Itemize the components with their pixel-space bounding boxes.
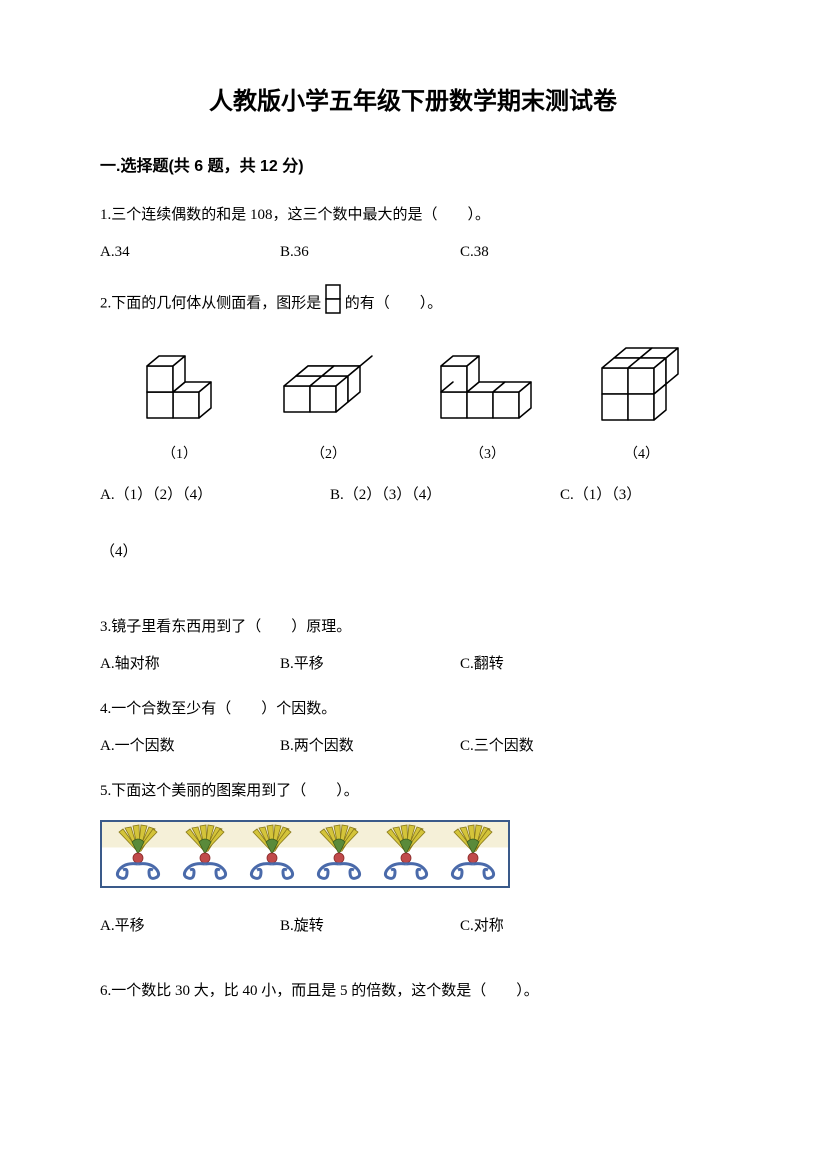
q2-text-post: 的有（ ）。 xyxy=(345,295,443,311)
q3-options: A.轴对称 B.平移 C.翻转 xyxy=(100,651,726,678)
q2-text-pre: 2.下面的几何体从侧面看，图形是 xyxy=(100,295,321,311)
q2-opt-c-cont: （4） xyxy=(100,539,726,566)
q2-text: 2.下面的几何体从侧面看，图形是 的有（ ）。 xyxy=(100,284,726,324)
q1-opt-a: A.34 xyxy=(100,239,280,266)
cube-figure-2: （2） xyxy=(274,344,384,467)
q5-opt-c: C.对称 xyxy=(460,913,640,940)
section-header: 一.选择题(共 6 题，共 12 分) xyxy=(100,153,726,182)
decorative-pattern xyxy=(100,820,510,888)
cubes-row: （1） xyxy=(100,344,726,467)
q2-opt-c: C.（1）（3） xyxy=(560,482,700,509)
q1-opt-c: C.38 xyxy=(460,239,640,266)
q3-text: 3.镜子里看东西用到了（ ）原理。 xyxy=(100,614,726,641)
question-5: 5.下面这个美丽的图案用到了（ ）。 xyxy=(100,778,726,940)
question-6: 6.一个数比 30 大，比 40 小，而且是 5 的倍数，这个数是（ ）。 xyxy=(100,978,726,1005)
question-3: 3.镜子里看东西用到了（ ）原理。 A.轴对称 B.平移 C.翻转 xyxy=(100,614,726,678)
question-4: 4.一个合数至少有（ ）个因数。 A.一个因数 B.两个因数 C.三个因数 xyxy=(100,696,726,760)
q5-opt-a: A.平移 xyxy=(100,913,280,940)
q3-opt-b: B.平移 xyxy=(280,651,460,678)
cube-label-1: （1） xyxy=(135,442,225,467)
cube-figure-4: （4） xyxy=(592,344,692,467)
q1-opt-b: B.36 xyxy=(280,239,460,266)
q4-opt-b: B.两个因数 xyxy=(280,733,460,760)
page-title: 人教版小学五年级下册数学期末测试卷 xyxy=(100,80,726,123)
question-2: 2.下面的几何体从侧面看，图形是 的有（ ）。 xyxy=(100,284,726,596)
q5-text: 5.下面这个美丽的图案用到了（ ）。 xyxy=(100,778,726,805)
q2-opt-b: B.（2）（3）（4） xyxy=(330,482,560,509)
q2-options: A.（1）（2）（4） B.（2）（3）（4） C.（1）（3） （4） xyxy=(100,482,726,596)
vertical-two-squares-icon xyxy=(325,284,341,324)
cube-label-4: （4） xyxy=(592,442,692,467)
q4-opt-c: C.三个因数 xyxy=(460,733,640,760)
question-1: 1.三个连续偶数的和是 108，这三个数中最大的是（ ）。 A.34 B.36 … xyxy=(100,202,726,266)
q5-options: A.平移 B.旋转 C.对称 xyxy=(100,913,726,940)
q2-opt-a: A.（1）（2）（4） xyxy=(100,482,330,509)
q1-options: A.34 B.36 C.38 xyxy=(100,239,726,266)
q4-options: A.一个因数 B.两个因数 C.三个因数 xyxy=(100,733,726,760)
cube-figure-3: （3） xyxy=(433,344,543,467)
cube-label-3: （3） xyxy=(433,442,543,467)
cube-figure-1: （1） xyxy=(135,344,225,467)
q6-text: 6.一个数比 30 大，比 40 小，而且是 5 的倍数，这个数是（ ）。 xyxy=(100,978,726,1005)
q4-text: 4.一个合数至少有（ ）个因数。 xyxy=(100,696,726,723)
q4-opt-a: A.一个因数 xyxy=(100,733,280,760)
q3-opt-c: C.翻转 xyxy=(460,651,640,678)
q1-text: 1.三个连续偶数的和是 108，这三个数中最大的是（ ）。 xyxy=(100,202,726,229)
cube-label-2: （2） xyxy=(274,442,384,467)
q3-opt-a: A.轴对称 xyxy=(100,651,280,678)
q5-opt-b: B.旋转 xyxy=(280,913,460,940)
